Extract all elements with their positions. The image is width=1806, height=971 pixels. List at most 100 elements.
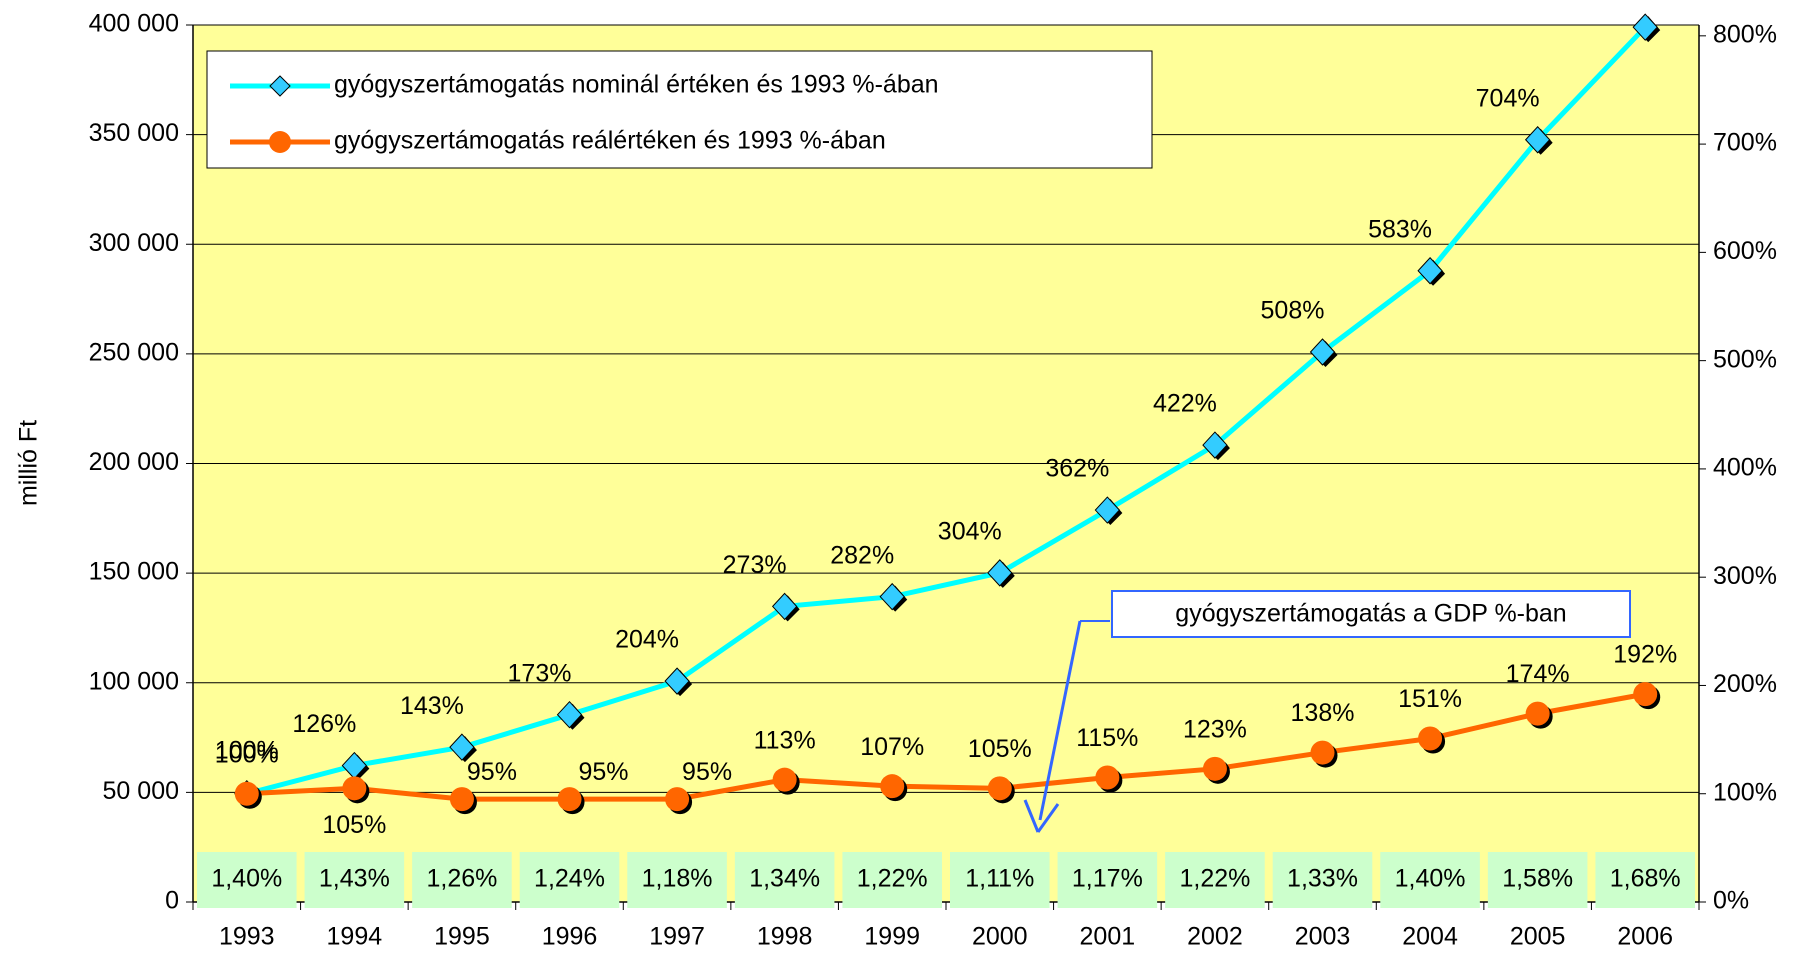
gdp-box: [627, 852, 727, 908]
marker: [987, 776, 1012, 801]
gdp-box: [842, 852, 942, 908]
data-label: 583%: [1368, 215, 1432, 243]
marker: [665, 787, 690, 812]
x-tick-label: 2003: [1295, 923, 1351, 951]
marker: [987, 559, 1013, 587]
gdp-label: 1,33%: [1287, 865, 1358, 893]
data-label: 95%: [578, 758, 628, 786]
series-line: [246, 25, 1648, 797]
gdp-label: 1,26%: [426, 865, 497, 893]
x-tick-label: 2002: [1187, 923, 1243, 951]
y-tick-label: 350 000: [89, 119, 179, 147]
marker: [1309, 338, 1336, 366]
x-tick-label: 2004: [1402, 923, 1458, 951]
marker: [771, 592, 798, 621]
gdp-box: [519, 852, 620, 908]
data-label: 151%: [1398, 685, 1462, 713]
x-tick-label: 2006: [1617, 923, 1673, 951]
data-label: 100%: [215, 740, 279, 768]
legend-label: gyógyszertámogatás nominál értéken és 19…: [334, 71, 939, 99]
marker: [1094, 496, 1121, 524]
callout-arrowhead: [1023, 799, 1060, 833]
y2-tick-label: 600%: [1713, 237, 1777, 265]
gdp-box: [197, 852, 297, 908]
data-label: 123%: [1183, 715, 1247, 743]
gdp-box: [1487, 852, 1588, 908]
gdp-label: 1,58%: [1502, 865, 1573, 893]
marker: [342, 776, 367, 801]
data-label: 105%: [968, 735, 1032, 763]
gdp-box: [412, 852, 512, 908]
data-label: 204%: [615, 626, 679, 654]
y-tick-label: 50 000: [103, 777, 179, 805]
x-tick-label: 1996: [542, 923, 598, 951]
marker: [449, 733, 475, 761]
marker: [664, 667, 690, 695]
data-label: 95%: [467, 758, 517, 786]
data-label: 273%: [723, 551, 787, 579]
data-label: 113%: [754, 726, 816, 754]
marker: [1525, 701, 1550, 726]
y-tick-label: 100 000: [89, 667, 179, 695]
callout-label: gyógyszertámogatás a GDP %-ban: [1175, 600, 1566, 628]
x-tick-label: 1999: [864, 923, 920, 951]
gdp-label: 1,22%: [857, 865, 928, 893]
data-label: 138%: [1291, 699, 1355, 727]
y2-tick-label: 700%: [1713, 129, 1777, 157]
gdp-box: [950, 852, 1050, 908]
legend-label: gyógyszertámogatás reálértéken és 1993 %…: [334, 127, 886, 155]
y-tick-label: 200 000: [89, 448, 179, 476]
marker: [1632, 13, 1658, 41]
y2-tick-label: 400%: [1713, 454, 1777, 482]
data-label: 304%: [938, 517, 1002, 545]
marker: [1202, 431, 1228, 459]
y-axis-label: millió Ft: [15, 420, 43, 506]
y-tick-label: 0: [165, 887, 179, 915]
marker: [1202, 756, 1227, 781]
y2-tick-label: 100%: [1713, 778, 1777, 806]
y-tick-label: 400 000: [89, 10, 179, 38]
gdp-box: [1595, 852, 1695, 908]
marker: [449, 787, 474, 812]
marker: [1095, 765, 1120, 790]
gdp-label: 1,24%: [534, 865, 605, 893]
gdp-box: [1272, 852, 1373, 908]
x-tick-label: 1993: [219, 923, 275, 951]
legend-marker: [269, 131, 291, 153]
gdp-label: 1,11%: [965, 865, 1034, 893]
data-label: 704%: [1476, 84, 1540, 112]
marker: [1524, 126, 1551, 154]
y2-tick-label: 300%: [1713, 562, 1777, 590]
x-tick-label: 1997: [649, 923, 705, 951]
data-label: 100%: [215, 736, 279, 764]
gdp-box: [304, 852, 405, 908]
legend-box: [206, 50, 1153, 169]
data-label: 95%: [682, 758, 732, 786]
y-tick-label: 250 000: [89, 338, 179, 366]
callout-arrow: [1038, 620, 1082, 821]
gdp-box: [734, 852, 835, 908]
legend-marker: [269, 75, 291, 97]
y2-tick-label: 0%: [1713, 887, 1749, 915]
gdp-label: 1,34%: [749, 865, 820, 893]
gdp-label: 1,17%: [1072, 865, 1143, 893]
gdp-label: 1,43%: [319, 865, 390, 893]
x-tick-label: 2000: [972, 923, 1028, 951]
y2-tick-label: 200%: [1713, 670, 1777, 698]
data-label: 422%: [1153, 390, 1217, 418]
gdp-label: 1,40%: [211, 865, 282, 893]
x-tick-label: 1995: [434, 923, 490, 951]
legend: gyógyszertámogatás nominál értéken és 19…: [206, 50, 1153, 169]
marker: [879, 582, 905, 611]
marker: [772, 767, 797, 792]
data-label: 105%: [322, 811, 386, 839]
marker: [1310, 740, 1335, 765]
callout-box: [1111, 590, 1631, 638]
gdp-label: 1,68%: [1610, 865, 1681, 893]
data-label: 362%: [1045, 455, 1109, 483]
data-label: 126%: [292, 710, 356, 738]
data-label: 107%: [860, 733, 924, 761]
data-label: 143%: [400, 692, 464, 720]
marker: [557, 787, 582, 812]
